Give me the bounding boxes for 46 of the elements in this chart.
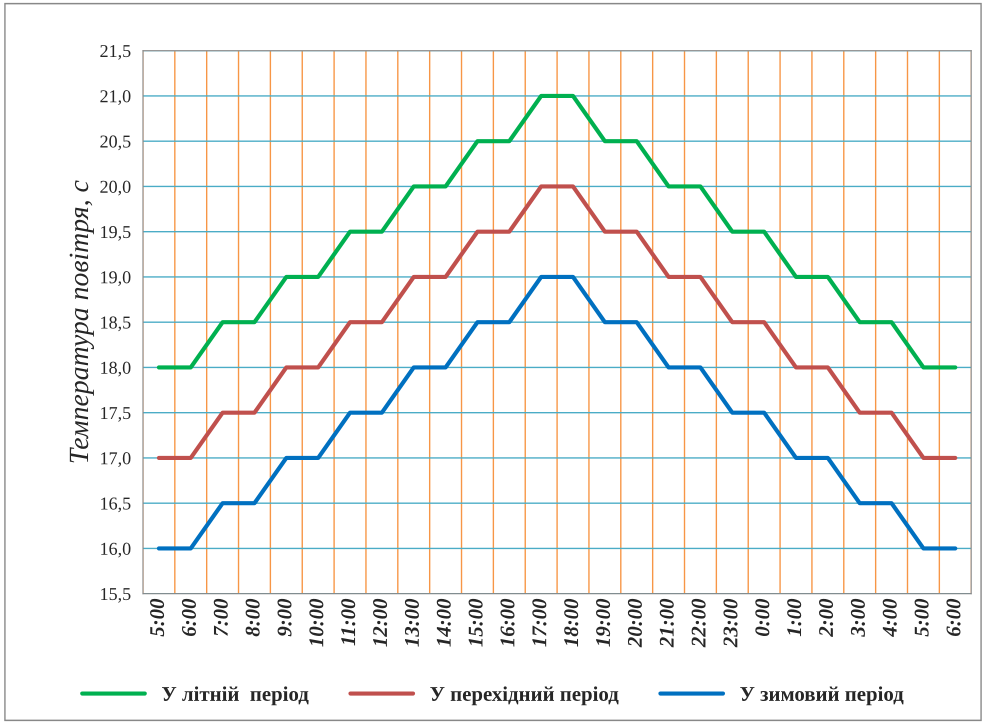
x-tick-label: 5:00: [914, 598, 929, 636]
x-tick-label: 17:00: [532, 598, 546, 647]
line-series: [156, 184, 958, 460]
y-tick-label: 19,5: [101, 226, 130, 241]
x-tick-label: 21:00: [660, 598, 674, 648]
x-tick-label: 14:00: [436, 598, 451, 647]
y-tick-label: 21,0: [100, 90, 130, 105]
legend-label: У перехідний період: [430, 686, 619, 706]
x-tick-label: 2:00: [819, 598, 834, 637]
legend-label: У літній період: [162, 686, 309, 706]
x-tick-label: 10:00: [309, 598, 324, 647]
x-tick-label: 23:00: [723, 598, 738, 648]
x-tick-label: 0:00: [755, 598, 770, 636]
x-tick-label: 6:00: [182, 598, 196, 636]
y-tick-label: 16,0: [101, 542, 130, 558]
x-tick-label: 6:00: [946, 598, 961, 636]
line-series: [156, 94, 958, 370]
x-tick-label: 15:00: [468, 598, 483, 647]
y-tick-label: 16,5: [101, 497, 130, 512]
x-tick-label: 7:00: [214, 598, 228, 636]
y-tick-label: 17,5: [101, 407, 130, 422]
x-tick-label: 13:00: [404, 598, 420, 647]
y-tick-label: 20,5: [100, 135, 130, 150]
y-tick-label: 18,0: [101, 362, 130, 376]
x-tick-label: 5:00: [150, 598, 164, 636]
line-series: [156, 274, 958, 551]
y-tick-label: 21,5: [100, 44, 130, 60]
x-tick-label: 12:00: [373, 598, 388, 647]
x-tick-label: 1:00: [787, 598, 802, 636]
x-tick-label: 11:00: [341, 598, 356, 646]
x-tick-label: 4:00: [882, 598, 897, 638]
y-tick-label: 15,5: [101, 588, 130, 603]
x-tick-label: 3:00: [850, 598, 866, 637]
legend-label: У зимовий період: [740, 686, 904, 706]
x-tick-label: 16:00: [500, 598, 515, 647]
x-tick-label: 8:00: [246, 598, 260, 636]
x-tick-label: 18:00: [564, 598, 578, 647]
y-tick-label: 20,0: [100, 180, 130, 196]
y-tick-label: 19,0: [101, 271, 130, 286]
y-tick-label: 17,0: [101, 452, 130, 467]
x-tick-label: 22:00: [692, 598, 706, 648]
y-axis-title: Температура повітря, с: [70, 180, 94, 462]
y-tick-label: 18,5: [101, 316, 130, 332]
x-tick-label: 9:00: [277, 598, 292, 636]
x-tick-label: 20:00: [628, 598, 642, 648]
x-tick-label: 19:00: [596, 598, 610, 647]
